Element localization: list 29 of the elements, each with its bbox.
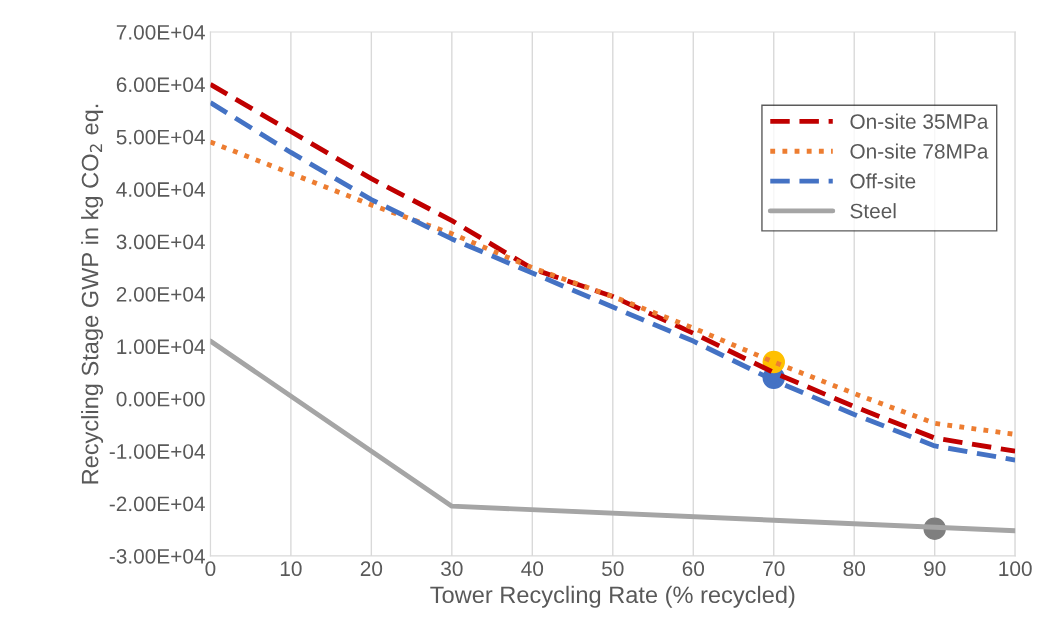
x-tick-label: 40	[521, 561, 544, 577]
x-tick-label: 70	[763, 561, 785, 577]
y-tick-label: 7.00E+04	[116, 24, 205, 40]
x-tick-label: 90	[924, 561, 946, 577]
y-tick-label: -2.00E+04	[109, 496, 205, 512]
y-tick-label: -1.00E+04	[109, 444, 205, 459]
legend-label: Steel	[850, 203, 896, 219]
y-tick-label: 5.00E+04	[116, 129, 205, 145]
legend-label: Off-site	[850, 173, 916, 189]
x-axis-title: Tower Recycling Rate (% recycled)	[430, 585, 795, 608]
x-tick-label: 20	[360, 561, 383, 577]
line-series	[210, 139, 1016, 437]
y-tick-label: 6.00E+04	[116, 77, 205, 93]
y-axis-title: Recycling Stage GWP in kg CO$_{2}$ eq.	[81, 104, 104, 484]
legend-label: On-site 78MPa	[850, 143, 989, 159]
x-tick-label: 50	[602, 561, 624, 577]
legend-label: On-site 35MPa	[850, 113, 989, 129]
y-tick-label: 3.00E+04	[116, 234, 205, 250]
y-tick-label: 0.00E+00	[116, 391, 205, 407]
x-tick-label: 30	[441, 561, 463, 577]
x-tick-label: 60	[682, 561, 705, 577]
y-tick-label: -3.00E+04	[109, 548, 205, 564]
x-tick-label: 0	[205, 561, 216, 577]
y-tick-label: 1.00E+04	[117, 339, 205, 355]
x-tick-label: 80	[843, 561, 865, 577]
y-tick-label: 4.00E+04	[116, 182, 205, 197]
y-tick-label: 2.00E+04	[116, 286, 205, 302]
x-tick-label: 10	[280, 561, 302, 577]
x-tick-label: 100	[999, 561, 1032, 577]
